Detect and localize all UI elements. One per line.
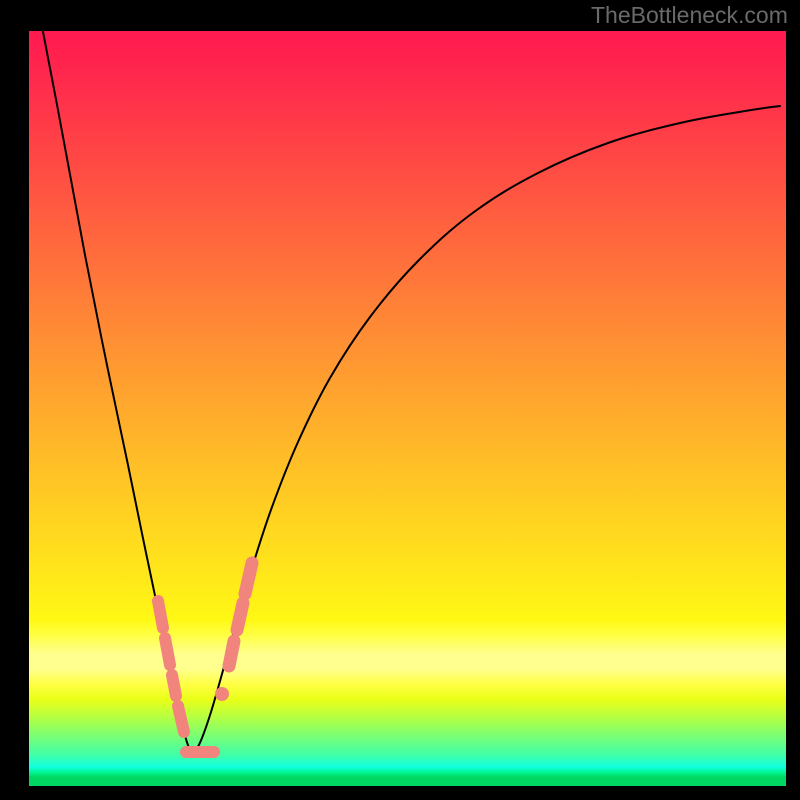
bottleneck-curve: [33, 31, 780, 753]
overlay-markers: [158, 563, 252, 752]
watermark-text: TheBottleneck.com: [591, 2, 788, 29]
plot-area: [29, 31, 786, 786]
plot-svg: [29, 31, 786, 786]
